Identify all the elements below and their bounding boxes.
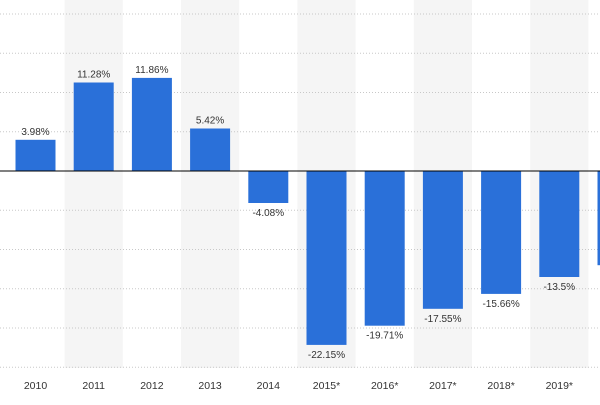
x-tick-label: 2011 [82,380,105,392]
category-band [181,0,239,368]
x-tick-label: 2012 [140,380,164,392]
data-label: 3.98% [21,127,49,138]
bar-2015 [307,171,347,345]
x-axis-tick-labels: 2010 2011 2012 2013 2014 2015* 2016* 2017* 2018*… [24,380,600,392]
data-label: -19.71% [366,331,403,342]
x-tick-label: 2016* [371,380,398,392]
x-tick-label: 2015* [313,380,340,392]
bar-2017 [423,171,463,309]
x-tick-label: 2018* [487,380,514,392]
x-tick-label: 2010 [24,380,48,392]
x-tick-label: 2013 [198,380,222,392]
x-tick-label: 2019* [546,380,573,392]
bar-2013 [190,129,230,172]
bar-2019 [539,171,579,277]
bar-2012 [132,78,172,171]
data-label: 11.86% [135,65,168,76]
bar-2018 [481,171,521,294]
x-tick-label: 2017* [429,380,456,392]
bar-2011 [74,83,114,172]
data-label: -15.66% [482,299,519,310]
bar-2010 [16,140,56,171]
data-label: 11.28% [77,70,110,81]
data-label: -22.15% [308,350,345,361]
data-label: 5.42% [196,116,224,127]
data-label: -17.55% [424,314,461,325]
x-tick-label: 2014 [257,380,281,392]
category-band [65,0,123,368]
bar-2014 [248,171,288,203]
data-label: -13.5% [543,282,575,293]
bar-2016 [365,171,405,326]
data-label: -4.08% [252,208,284,219]
